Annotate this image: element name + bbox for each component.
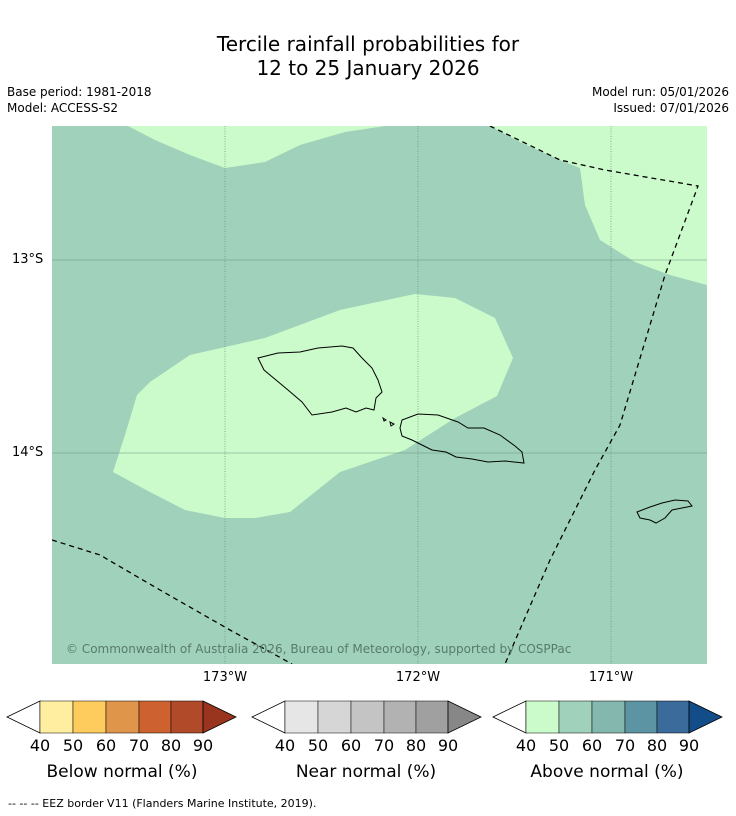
near-tick: 60 <box>340 736 362 755</box>
near-tick: 50 <box>307 736 329 755</box>
below-swatch-40-50 <box>39 700 74 734</box>
near-tick: 90 <box>437 736 459 755</box>
below-tick: 70 <box>128 736 150 755</box>
below-upper-extension <box>202 700 237 734</box>
above-tick: 70 <box>614 736 636 755</box>
near-upper-extension <box>447 700 482 734</box>
model-name: Model: ACCESS-S2 <box>7 101 119 115</box>
above-swatch-60-70 <box>591 700 626 734</box>
probability-map: © Commonwealth of Australia 2026, Bureau… <box>52 126 707 664</box>
above-40-50-north <box>128 126 385 168</box>
above-normal-title: Above normal (%) <box>530 762 684 782</box>
near-swatch-60-70 <box>350 700 385 734</box>
lon-label-171w: 171°W <box>588 670 634 685</box>
title-line-1: Tercile rainfall probabilities for <box>216 32 520 56</box>
below-swatch-80-90 <box>170 700 204 734</box>
near-normal-title: Near normal (%) <box>295 762 437 782</box>
upolu-island <box>399 413 525 464</box>
run-info-right: Model run: 05/01/2026 Issued: 07/01/2026 <box>592 84 729 116</box>
near-tick: 80 <box>405 736 427 755</box>
below-swatch-70-80 <box>138 700 172 734</box>
eez-footnote: -- -- -- EEZ border V11 (Flanders Marine… <box>8 797 317 810</box>
lat-label-13s: 13°S <box>12 252 44 267</box>
above-normal-colorbar <box>492 700 723 734</box>
near-swatch-50-60 <box>317 700 352 734</box>
lon-label-173w: 173°W <box>202 670 248 685</box>
below-tick: 60 <box>95 736 117 755</box>
above-swatch-70-80 <box>624 700 658 734</box>
above-tick: 80 <box>646 736 668 755</box>
near-tick: 70 <box>373 736 395 755</box>
below-normal-title: Below normal (%) <box>46 762 198 782</box>
below-lower-extension <box>6 700 41 734</box>
below-tick: 40 <box>29 736 51 755</box>
base-period: Base period: 1981-2018 <box>7 85 152 99</box>
near-swatch-40-50 <box>284 700 319 734</box>
below-swatch-60-70 <box>105 700 140 734</box>
above-40-50-northeast <box>490 126 707 285</box>
above-tick: 60 <box>581 736 603 755</box>
near-lower-extension <box>251 700 286 734</box>
title-line-2: 12 to 25 January 2026 <box>256 56 480 80</box>
eez-border <box>52 126 699 664</box>
tutuila-island <box>636 499 693 524</box>
above-swatch-80-90 <box>656 700 690 734</box>
above-tick: 50 <box>548 736 570 755</box>
below-tick: 80 <box>160 736 182 755</box>
near-swatch-70-80 <box>383 700 417 734</box>
above-upper-extension <box>688 700 723 734</box>
lat-label-14s: 14°S <box>12 445 44 460</box>
above-tick: 90 <box>678 736 700 755</box>
near-normal-colorbar <box>251 700 482 734</box>
above-swatch-50-60 <box>558 700 593 734</box>
above-40-50-central <box>113 294 513 518</box>
copyright-notice: © Commonwealth of Australia 2026, Bureau… <box>66 642 571 656</box>
above-tick: 40 <box>515 736 537 755</box>
below-normal-colorbar <box>6 700 237 734</box>
above-lower-extension <box>492 700 527 734</box>
near-tick: 40 <box>274 736 296 755</box>
near-swatch-80-90 <box>415 700 449 734</box>
below-swatch-50-60 <box>72 700 107 734</box>
small-islet <box>382 416 395 427</box>
graticule <box>52 126 707 664</box>
savaii-island <box>257 345 383 416</box>
below-tick: 90 <box>192 736 214 755</box>
map-title: Tercile rainfall probabilities for 12 to… <box>0 32 736 80</box>
above-swatch-40-50 <box>525 700 560 734</box>
issued-date: Issued: 07/01/2026 <box>613 101 729 115</box>
model-run-date: Model run: 05/01/2026 <box>591 85 729 99</box>
run-info-left: Base period: 1981-2018 Model: ACCESS-S2 <box>7 84 152 116</box>
lon-label-172w: 172°W <box>395 670 441 685</box>
below-tick: 50 <box>62 736 84 755</box>
